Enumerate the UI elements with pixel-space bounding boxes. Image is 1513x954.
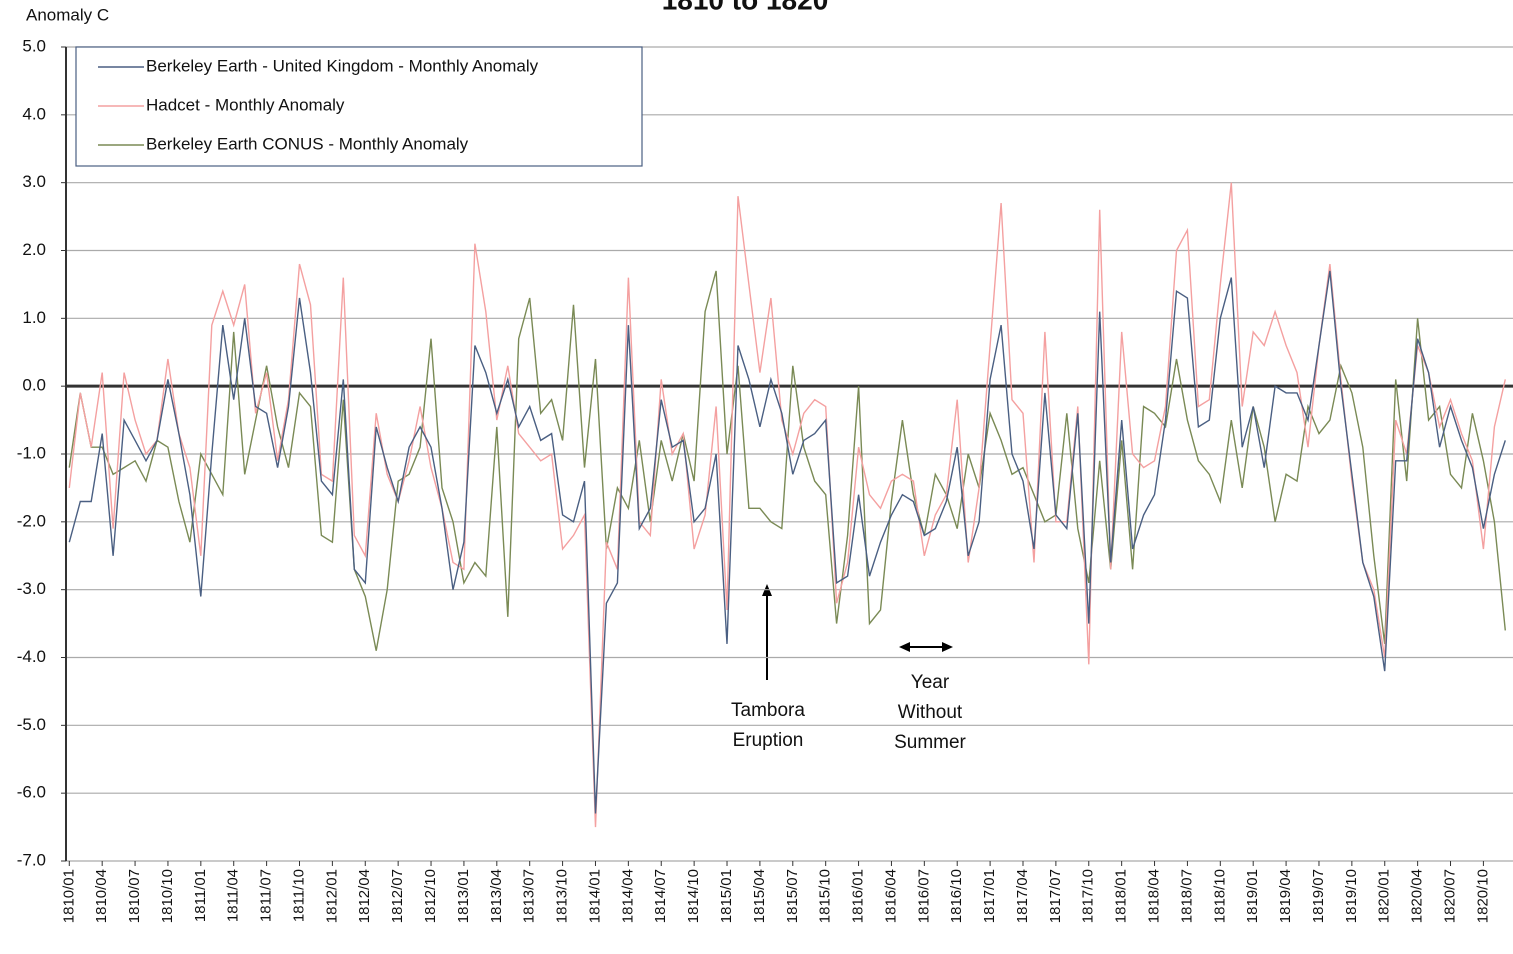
x-tick-label: 1812/10 (422, 869, 439, 923)
y-tick-label: -6.0 (17, 783, 46, 802)
x-tick-label: 1816/10 (948, 869, 965, 923)
y-tick-label: 4.0 (22, 104, 46, 123)
x-tick-label: 1814/10 (685, 869, 702, 923)
y-tick-label: -7.0 (17, 850, 46, 869)
series-line (68, 270, 1506, 651)
x-tick-label: 1813/07 (521, 869, 538, 923)
x-tick-label: 1817/07 (1047, 869, 1064, 923)
x-tick-label: 1815/01 (718, 869, 735, 923)
x-tick-label: 1819/10 (1343, 869, 1360, 923)
x-tick-label: 1815/04 (751, 869, 768, 923)
x-tick-label: 1813/04 (488, 869, 505, 923)
y-tick-label: -5.0 (17, 715, 46, 734)
x-tick-label: 1818/10 (1211, 869, 1228, 923)
x-tick-label: 1818/04 (1146, 869, 1163, 923)
annotation: Summer (894, 732, 966, 753)
x-tick-label: 1820/10 (1474, 869, 1491, 923)
x-tick-label: 1820/04 (1409, 869, 1426, 923)
arrow-head (899, 642, 910, 652)
y-tick-label: -2.0 (17, 511, 46, 530)
x-tick-label: 1818/07 (1178, 869, 1195, 923)
chart-title: 1810 to 1820 (662, 0, 829, 15)
annotation: Year (911, 672, 950, 693)
annotation: Tambora (731, 700, 805, 721)
x-tick-label: 1817/01 (981, 869, 998, 923)
x-tick-label: 1811/10 (290, 869, 307, 922)
legend-label: Berkeley Earth - United Kingdom - Monthl… (146, 56, 539, 75)
x-tick-label: 1810/07 (126, 869, 143, 923)
x-tick-label: 1817/04 (1014, 869, 1031, 923)
y-tick-label: 5.0 (22, 36, 46, 55)
annotation: Without (898, 702, 963, 723)
x-tick-label: 1816/01 (850, 869, 867, 923)
x-tick-label: 1816/07 (915, 869, 932, 923)
x-tick-label: 1812/04 (356, 869, 373, 923)
x-tick-label: 1811/07 (258, 869, 275, 922)
x-tick-label: 1814/01 (586, 869, 603, 923)
arrow-head (942, 642, 953, 652)
legend-label: Berkeley Earth CONUS - Monthly Anomaly (146, 134, 469, 153)
x-tick-label: 1810/10 (159, 869, 176, 923)
x-tick-label: 1810/04 (93, 869, 110, 923)
y-tick-label: -4.0 (17, 647, 46, 666)
y-axis-label: Anomaly C (26, 5, 109, 24)
x-tick-label: 1819/01 (1244, 869, 1261, 923)
y-tick-label: 2.0 (22, 240, 46, 259)
x-tick-label: 1812/01 (323, 869, 340, 923)
x-tick-label: 1816/04 (882, 869, 899, 923)
x-tick-label: 1815/10 (817, 869, 834, 923)
y-tick-label: -1.0 (17, 443, 46, 462)
series-line (68, 182, 1506, 828)
legend-label: Hadcet - Monthly Anomaly (146, 95, 345, 114)
grid (66, 46, 1513, 862)
x-tick-label: 1811/01 (192, 869, 209, 922)
x-tick-label: 1812/07 (389, 869, 406, 923)
x-tick-label: 1817/10 (1080, 869, 1097, 923)
x-tick-label: 1813/01 (455, 869, 472, 923)
series-line (68, 270, 1506, 814)
x-tick-label: 1814/07 (652, 869, 669, 923)
x-tick-label: 1819/07 (1310, 869, 1327, 923)
y-tick-label: 1.0 (22, 308, 46, 327)
x-tick-label: 1818/01 (1113, 869, 1130, 923)
x-tick-label: 1819/04 (1277, 869, 1294, 923)
annotation: Eruption (733, 730, 804, 751)
x-tick-label: 1813/10 (554, 869, 571, 923)
x-tick-label: 1820/07 (1441, 869, 1458, 923)
y-tick-label: -3.0 (17, 579, 46, 598)
x-tick-label: 1810/01 (60, 869, 77, 923)
x-tick-label: 1811/04 (225, 869, 242, 922)
x-tick-label: 1815/07 (784, 869, 801, 923)
x-tick-label: 1820/01 (1376, 869, 1393, 923)
x-tick-label: 1814/04 (619, 869, 636, 923)
y-tick-label: 3.0 (22, 172, 46, 191)
legend-box (75, 46, 643, 167)
y-tick-label: 0.0 (22, 376, 46, 395)
